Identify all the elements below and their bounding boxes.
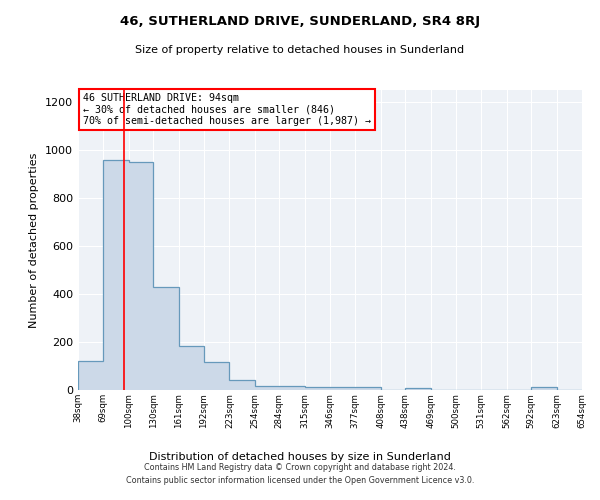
Text: Size of property relative to detached houses in Sunderland: Size of property relative to detached ho… xyxy=(136,45,464,55)
Text: 46 SUTHERLAND DRIVE: 94sqm
← 30% of detached houses are smaller (846)
70% of sem: 46 SUTHERLAND DRIVE: 94sqm ← 30% of deta… xyxy=(83,93,371,126)
Text: Contains HM Land Registry data © Crown copyright and database right 2024.
Contai: Contains HM Land Registry data © Crown c… xyxy=(126,464,474,485)
Y-axis label: Number of detached properties: Number of detached properties xyxy=(29,152,40,328)
Text: 46, SUTHERLAND DRIVE, SUNDERLAND, SR4 8RJ: 46, SUTHERLAND DRIVE, SUNDERLAND, SR4 8R… xyxy=(120,15,480,28)
Text: Distribution of detached houses by size in Sunderland: Distribution of detached houses by size … xyxy=(149,452,451,462)
